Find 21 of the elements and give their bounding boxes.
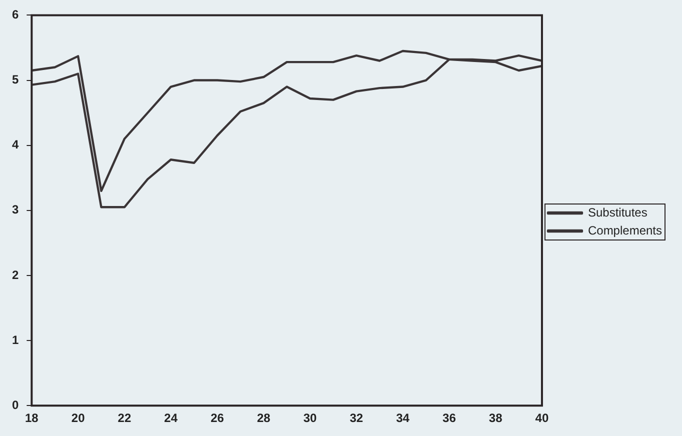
x-tick-label: 24 bbox=[164, 411, 178, 426]
x-tick-label: 22 bbox=[118, 411, 132, 426]
y-tick-label: 6 bbox=[12, 8, 19, 22]
x-tick-label: 38 bbox=[488, 411, 503, 426]
x-tick-label: 18 bbox=[24, 411, 39, 426]
y-tick-label: 4 bbox=[12, 138, 19, 152]
x-tick-label: 36 bbox=[442, 411, 456, 426]
y-tick-label: 0 bbox=[12, 398, 19, 412]
legend-label: Complements bbox=[588, 223, 662, 238]
x-tick-label: 20 bbox=[71, 411, 86, 426]
x-tick-label: 30 bbox=[303, 411, 318, 426]
x-tick-label: 26 bbox=[210, 411, 224, 426]
y-tick-label: 1 bbox=[12, 332, 19, 347]
x-tick-label: 32 bbox=[350, 411, 364, 426]
x-tick-label: 40 bbox=[535, 411, 549, 426]
y-tick-label: 5 bbox=[12, 72, 19, 87]
legend-label: Substitutes bbox=[588, 205, 648, 220]
y-tick-label: 2 bbox=[12, 268, 19, 282]
x-tick-label: 28 bbox=[256, 411, 271, 426]
x-tick-label: 34 bbox=[396, 411, 410, 426]
y-tick-label: 3 bbox=[12, 202, 19, 217]
